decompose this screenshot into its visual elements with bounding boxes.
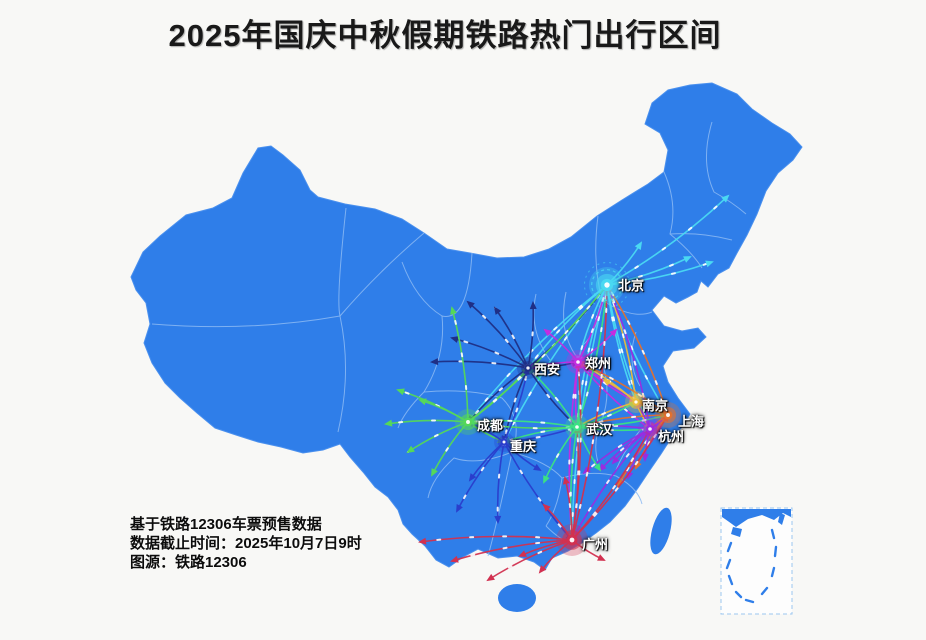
south-china-sea-inset bbox=[720, 507, 793, 615]
city-marker-chongqing bbox=[494, 432, 514, 452]
annotation-line-credit: 图源：铁路12306 bbox=[130, 554, 247, 571]
city-markers bbox=[455, 262, 681, 556]
city-marker-zhengzhou bbox=[566, 350, 590, 374]
city-marker-guangzhou bbox=[556, 524, 588, 556]
annotation-line-source: 基于铁路12306车票预售数据 bbox=[130, 516, 322, 533]
city-marker-shanghai bbox=[655, 402, 681, 428]
city-marker-chengdu bbox=[455, 409, 481, 435]
city-marker-nanjing bbox=[625, 391, 647, 413]
inset-taiwan bbox=[778, 513, 785, 525]
city-marker-wuhan bbox=[565, 415, 589, 439]
annotation-line-cutoff: 数据截止时间：2025年10月7日9时 bbox=[130, 535, 362, 552]
inset-hainan bbox=[731, 527, 742, 537]
page-title: 2025年国庆中秋假期铁路热门出行区间 bbox=[168, 18, 722, 53]
city-marker-xian bbox=[517, 357, 539, 379]
annotation-block: 基于铁路12306车票预售数据 数据截止时间：2025年10月7日9时 图源：铁… bbox=[130, 515, 362, 572]
city-marker-hangzhou bbox=[638, 417, 662, 441]
city-marker-beijing bbox=[584, 262, 630, 308]
